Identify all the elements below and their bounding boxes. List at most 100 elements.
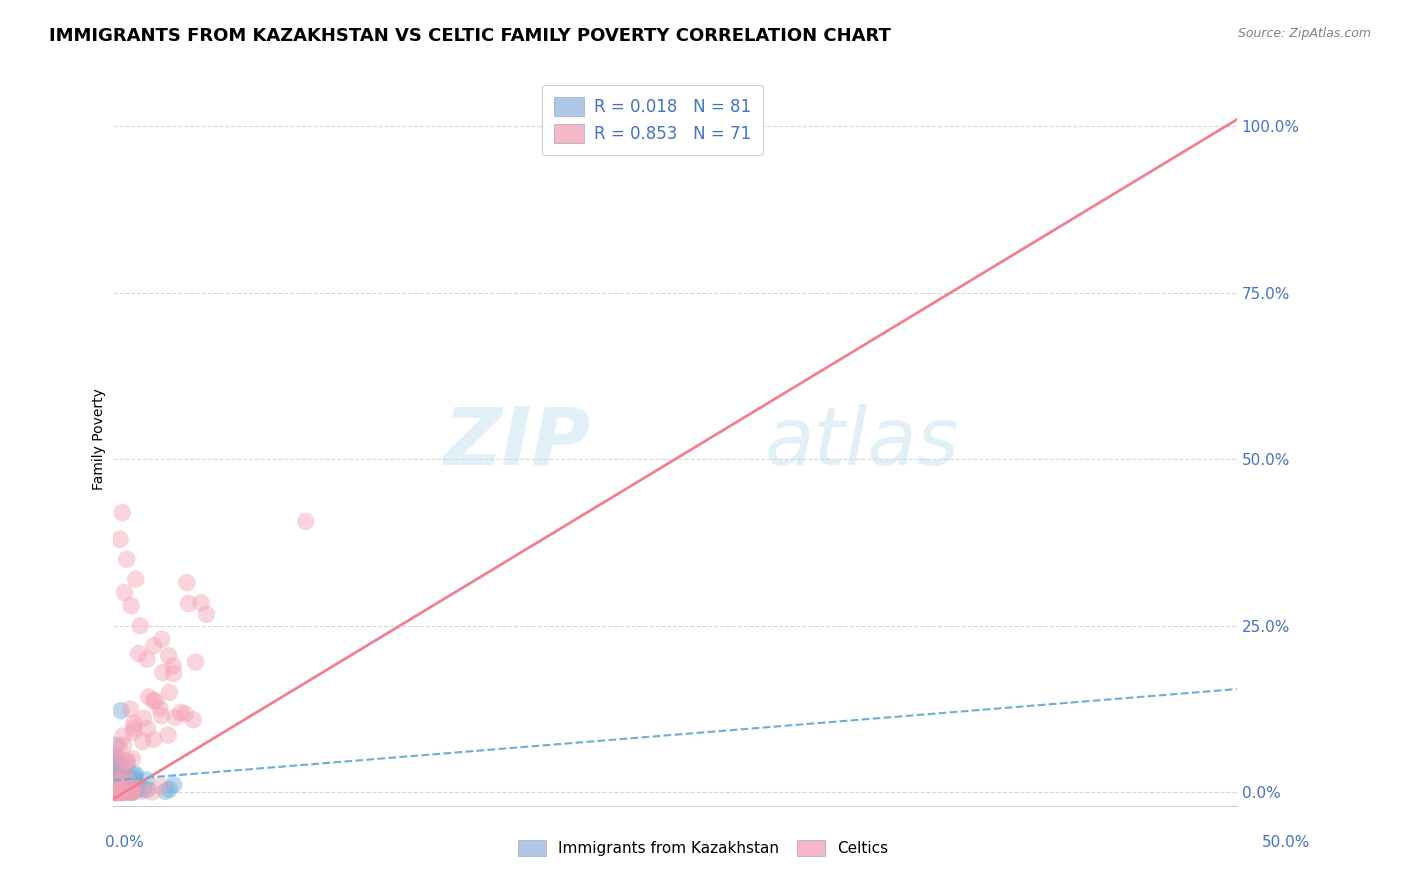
- Point: [107, 778, 129, 792]
- Point: [127, 779, 149, 793]
- Point: [114, 771, 136, 785]
- Point: [155, 784, 177, 798]
- Point: [104, 783, 127, 797]
- Point: [104, 785, 127, 799]
- Point: [105, 782, 128, 797]
- Point: [111, 785, 134, 799]
- Point: [295, 515, 318, 529]
- Point: [103, 784, 125, 798]
- Point: [104, 739, 127, 753]
- Point: [190, 596, 212, 610]
- Point: [120, 785, 142, 799]
- Point: [110, 704, 132, 718]
- Point: [103, 781, 125, 796]
- Point: [103, 779, 125, 793]
- Point: [108, 785, 131, 799]
- Point: [120, 777, 142, 791]
- Point: [105, 779, 128, 793]
- Point: [145, 694, 167, 708]
- Point: [111, 767, 134, 781]
- Point: [162, 658, 184, 673]
- Point: [142, 732, 165, 747]
- Point: [110, 780, 132, 795]
- Point: [111, 506, 134, 520]
- Text: ZIP: ZIP: [443, 404, 591, 482]
- Point: [125, 572, 148, 586]
- Point: [112, 783, 135, 797]
- Point: [122, 769, 145, 783]
- Point: [104, 785, 127, 799]
- Point: [141, 785, 163, 799]
- Point: [136, 782, 159, 797]
- Point: [149, 779, 172, 793]
- Y-axis label: Family Poverty: Family Poverty: [93, 388, 107, 491]
- Point: [103, 777, 125, 791]
- Point: [165, 710, 187, 724]
- Point: [128, 646, 150, 660]
- Point: [103, 754, 125, 768]
- Point: [176, 575, 198, 590]
- Point: [157, 728, 180, 742]
- Point: [103, 777, 125, 791]
- Point: [104, 767, 127, 781]
- Point: [115, 757, 138, 772]
- Point: [110, 772, 132, 786]
- Point: [104, 765, 127, 780]
- Point: [115, 552, 138, 566]
- Point: [184, 655, 207, 669]
- Point: [108, 785, 131, 799]
- Point: [114, 783, 136, 797]
- Point: [157, 782, 180, 797]
- Point: [110, 785, 132, 799]
- Text: Source: ZipAtlas.com: Source: ZipAtlas.com: [1237, 27, 1371, 40]
- Point: [114, 785, 136, 799]
- Point: [104, 780, 127, 795]
- Point: [108, 533, 131, 547]
- Point: [107, 785, 129, 799]
- Point: [107, 776, 129, 790]
- Point: [114, 785, 136, 799]
- Point: [103, 785, 125, 799]
- Point: [136, 652, 159, 666]
- Point: [108, 785, 131, 799]
- Point: [118, 784, 141, 798]
- Point: [104, 751, 127, 765]
- Point: [103, 777, 125, 791]
- Point: [104, 784, 127, 798]
- Point: [108, 776, 131, 790]
- Point: [103, 780, 125, 795]
- Point: [107, 772, 129, 787]
- Point: [103, 785, 125, 799]
- Point: [110, 782, 132, 797]
- Point: [152, 665, 174, 680]
- Point: [115, 778, 138, 792]
- Point: [120, 777, 142, 791]
- Point: [105, 751, 128, 765]
- Legend: Immigrants from Kazakhstan, Celtics: Immigrants from Kazakhstan, Celtics: [512, 834, 894, 862]
- Point: [120, 771, 142, 785]
- Point: [104, 782, 127, 797]
- Point: [103, 776, 125, 790]
- Text: atlas: atlas: [765, 404, 960, 482]
- Text: 50.0%: 50.0%: [1263, 836, 1310, 850]
- Point: [121, 785, 143, 799]
- Point: [120, 785, 142, 799]
- Point: [104, 785, 127, 799]
- Point: [105, 783, 128, 797]
- Point: [124, 767, 146, 781]
- Point: [104, 785, 127, 799]
- Point: [174, 706, 197, 721]
- Point: [110, 774, 132, 789]
- Point: [129, 619, 152, 633]
- Point: [120, 599, 142, 613]
- Point: [150, 708, 173, 723]
- Point: [115, 779, 138, 793]
- Point: [105, 756, 128, 770]
- Point: [105, 779, 128, 793]
- Point: [157, 648, 180, 663]
- Legend: R = 0.018   N = 81, R = 0.853   N = 71: R = 0.018 N = 81, R = 0.853 N = 71: [543, 85, 763, 155]
- Point: [108, 739, 131, 754]
- Point: [115, 754, 138, 768]
- Point: [103, 785, 125, 799]
- Point: [177, 596, 200, 610]
